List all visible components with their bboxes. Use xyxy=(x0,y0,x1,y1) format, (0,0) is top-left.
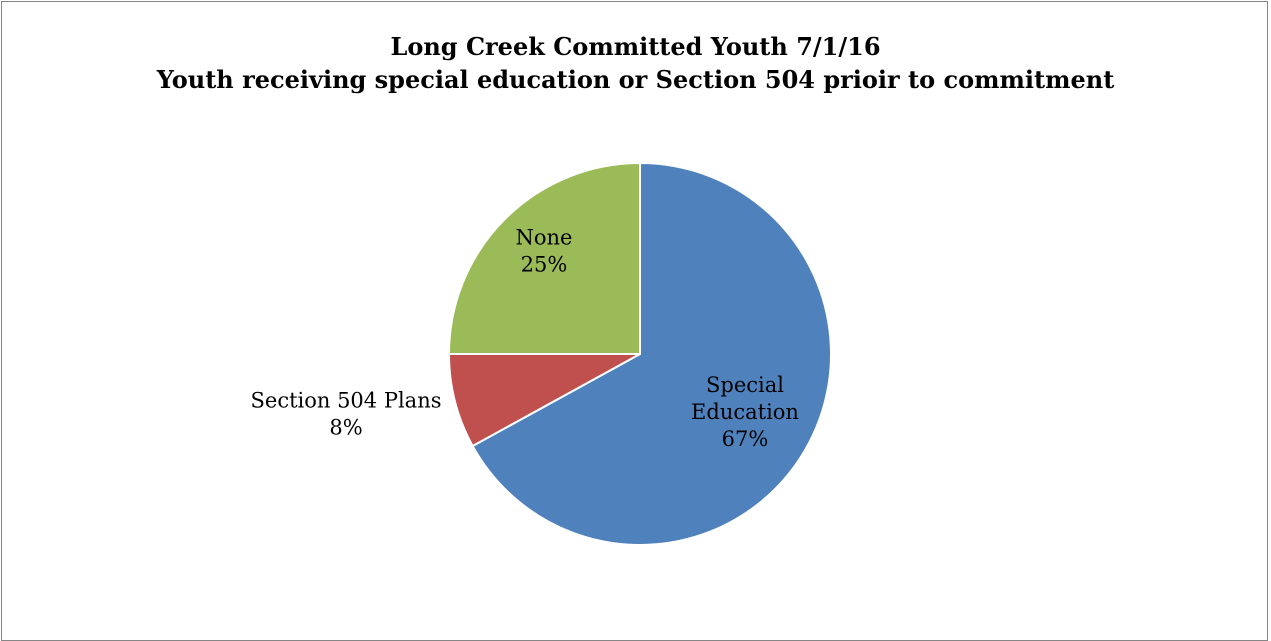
pie-slice-1 xyxy=(447,353,641,448)
slice-category-label: Special xyxy=(706,373,784,397)
pie-chart: Special Education 67% Section 504 Plans 8% No… xyxy=(251,161,832,546)
chart-title-block: Long Creek Committed Youth 7/1/16 Youth … xyxy=(0,30,1271,96)
slice-labels: Special Education 67% Section 504 Plans 8% No… xyxy=(251,226,799,452)
chart-title: Long Creek Committed Youth 7/1/16 xyxy=(390,32,881,61)
slice-value-label: 67% xyxy=(722,427,769,451)
pie-slices xyxy=(447,161,832,546)
slice-value-label: 8% xyxy=(329,416,362,440)
pie-slice-0 xyxy=(471,161,832,546)
pie-slice-2 xyxy=(447,161,641,355)
slice-label-2: None 25% xyxy=(516,226,573,277)
chart-subtitle: Youth receiving special education or Sec… xyxy=(156,65,1115,94)
slice-category-label: Education xyxy=(691,400,799,424)
slice-label-1: Section 504 Plans 8% xyxy=(251,389,442,440)
slice-value-label: 25% xyxy=(521,253,568,277)
slice-category-label: None xyxy=(516,226,573,250)
slice-category-label: Section 504 Plans xyxy=(251,389,442,413)
slice-label-0: Special Education 67% xyxy=(691,373,799,451)
